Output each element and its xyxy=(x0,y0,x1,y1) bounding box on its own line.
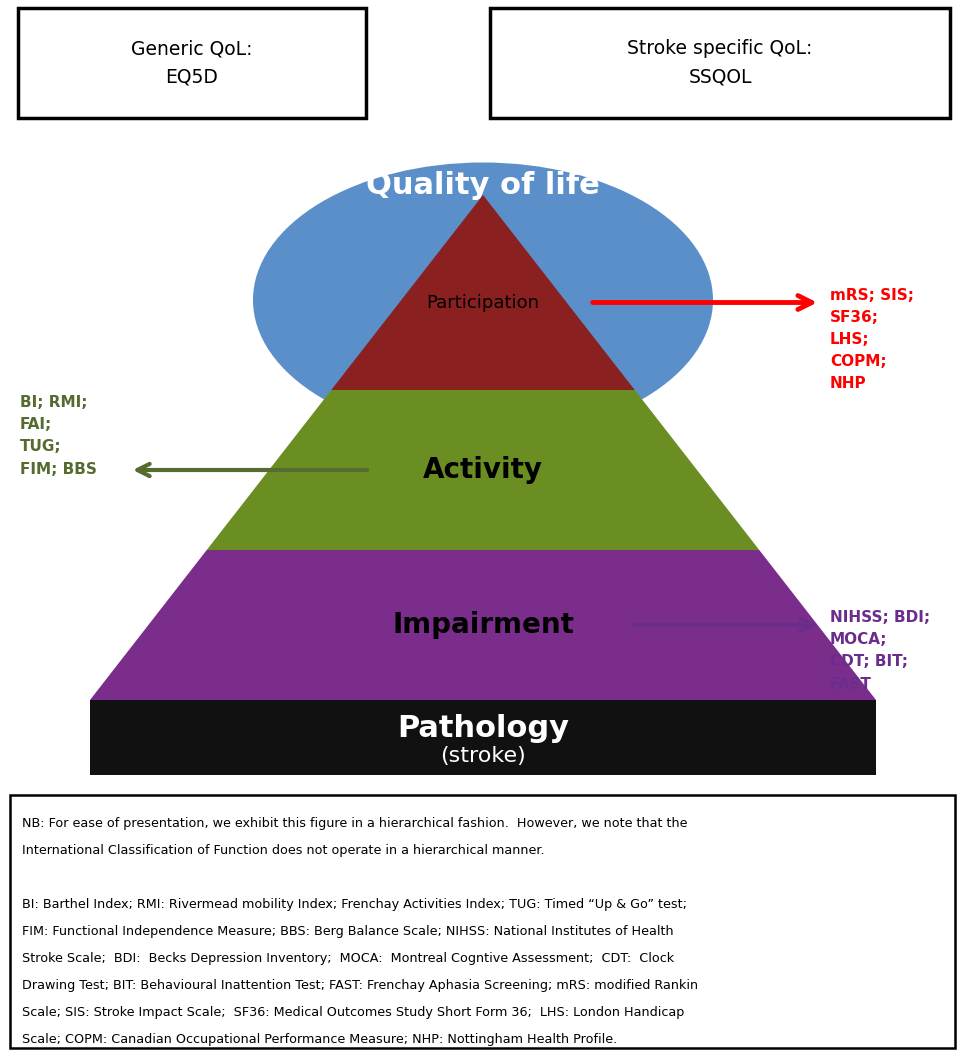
Text: Quality of life: Quality of life xyxy=(366,170,600,200)
FancyBboxPatch shape xyxy=(490,8,950,118)
Text: Pathology: Pathology xyxy=(397,714,569,743)
Ellipse shape xyxy=(253,163,713,437)
FancyBboxPatch shape xyxy=(10,795,955,1048)
Text: Scale; SIS: Stroke Impact Scale;  SF36: Medical Outcomes Study Short Form 36;  L: Scale; SIS: Stroke Impact Scale; SF36: M… xyxy=(22,1006,684,1019)
Text: Participation: Participation xyxy=(427,294,539,312)
Text: (stroke): (stroke) xyxy=(440,747,526,767)
Text: Stroke Scale;  BDI:  Becks Depression Inventory;  MOCA:  Montreal Cogntive Asses: Stroke Scale; BDI: Becks Depression Inve… xyxy=(22,953,675,965)
Text: Impairment: Impairment xyxy=(392,611,574,639)
Text: NIHSS; BDI;
MOCA;
CDT; BIT;
FAST: NIHSS; BDI; MOCA; CDT; BIT; FAST xyxy=(830,610,930,692)
Text: Activity: Activity xyxy=(423,456,543,484)
Text: NB: For ease of presentation, we exhibit this figure in a hierarchical fashion. : NB: For ease of presentation, we exhibit… xyxy=(22,817,687,830)
Polygon shape xyxy=(331,195,635,390)
Text: FIM: Functional Independence Measure; BBS: Berg Balance Scale; NIHSS: National I: FIM: Functional Independence Measure; BB… xyxy=(22,925,674,938)
Text: International Classification of Function does not operate in a hierarchical mann: International Classification of Function… xyxy=(22,844,544,857)
Text: Scale; COPM: Canadian Occupational Performance Measure; NHP: Nottingham Health P: Scale; COPM: Canadian Occupational Perfo… xyxy=(22,1033,618,1046)
Text: Drawing Test; BIT: Behavioural Inattention Test; FAST: Frenchay Aphasia Screenin: Drawing Test; BIT: Behavioural Inattenti… xyxy=(22,979,698,992)
Text: Stroke specific QoL:
SSQOL: Stroke specific QoL: SSQOL xyxy=(627,39,813,87)
Polygon shape xyxy=(90,550,876,700)
Polygon shape xyxy=(207,390,759,550)
Text: BI; RMI;
FAI;
TUG;
FIM; BBS: BI; RMI; FAI; TUG; FIM; BBS xyxy=(20,395,96,476)
FancyBboxPatch shape xyxy=(18,8,366,118)
Text: Generic QoL:
EQ5D: Generic QoL: EQ5D xyxy=(131,39,253,87)
Text: BI: Barthel Index; RMI: Rivermead mobility Index; Frenchay Activities Index; TUG: BI: Barthel Index; RMI: Rivermead mobili… xyxy=(22,898,687,911)
FancyBboxPatch shape xyxy=(90,700,876,775)
Text: mRS; SIS;
SF36;
LHS;
COPM;
NHP: mRS; SIS; SF36; LHS; COPM; NHP xyxy=(830,287,914,392)
